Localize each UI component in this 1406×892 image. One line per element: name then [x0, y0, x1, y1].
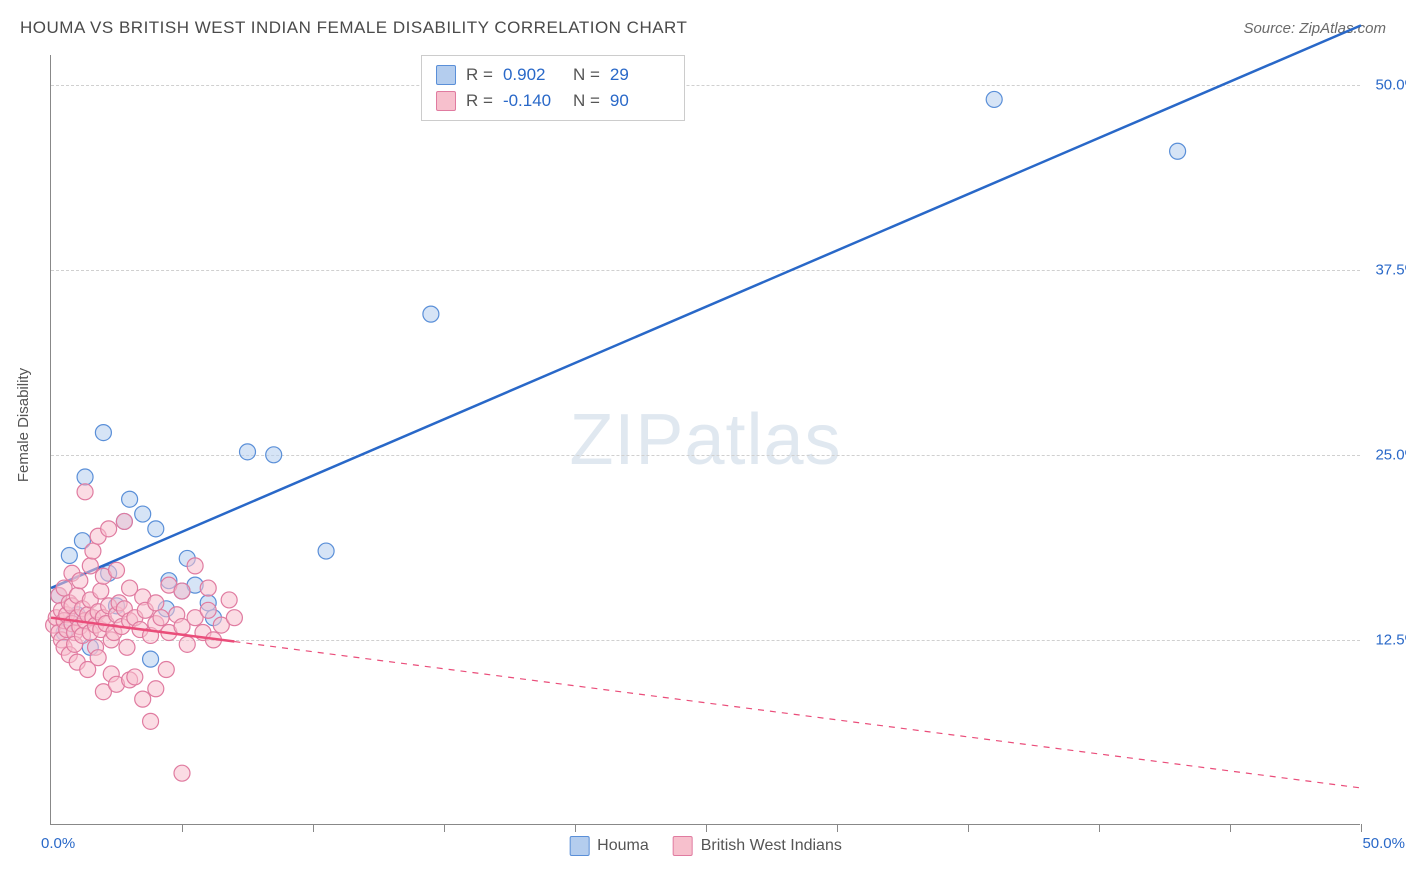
legend-swatch: [436, 91, 456, 111]
legend-n-label: N =: [573, 88, 600, 114]
trend-line-dashed: [234, 642, 1361, 788]
chart-title: HOUMA VS BRITISH WEST INDIAN FEMALE DISA…: [20, 18, 687, 38]
scatter-point: [148, 595, 164, 611]
x-tick: [1361, 824, 1362, 832]
y-tick-label: 37.5%: [1375, 261, 1406, 278]
y-axis-label: Female Disability: [15, 368, 32, 482]
scatter-point: [179, 636, 195, 652]
x-tick: [706, 824, 707, 832]
x-tick: [575, 824, 576, 832]
x-tick: [968, 824, 969, 832]
legend-n-value: 29: [610, 62, 670, 88]
scatter-point: [174, 765, 190, 781]
scatter-point: [101, 521, 117, 537]
scatter-point: [200, 602, 216, 618]
scatter-point: [318, 543, 334, 559]
x-tick: [313, 824, 314, 832]
y-tick-label: 25.0%: [1375, 446, 1406, 463]
scatter-point: [93, 583, 109, 599]
legend-r-label: R =: [466, 88, 493, 114]
x-tick: [182, 824, 183, 832]
x-tick: [837, 824, 838, 832]
scatter-point: [135, 691, 151, 707]
scatter-point: [158, 662, 174, 678]
legend-r-label: R =: [466, 62, 493, 88]
chart-svg-layer: [51, 55, 1360, 824]
scatter-point: [423, 306, 439, 322]
legend-correlation-row: R = 0.902 N = 29: [436, 62, 670, 88]
scatter-point: [109, 562, 125, 578]
scatter-point: [95, 425, 111, 441]
scatter-point: [85, 543, 101, 559]
scatter-point: [148, 521, 164, 537]
scatter-point: [119, 639, 135, 655]
x-axis-max-label: 50.0%: [1362, 835, 1405, 852]
scatter-point: [153, 610, 169, 626]
scatter-point: [77, 484, 93, 500]
chart-plot-area: ZIPatlas R =0.902N =29R =-0.140N =90 12.…: [50, 55, 1360, 825]
legend-series-label: Houma: [597, 837, 649, 855]
legend-r-value: -0.140: [503, 88, 563, 114]
y-tick-label: 12.5%: [1375, 631, 1406, 648]
legend-n-label: N =: [573, 62, 600, 88]
legend-n-value: 90: [610, 88, 670, 114]
scatter-point: [226, 610, 242, 626]
x-tick: [1230, 824, 1231, 832]
scatter-point: [77, 469, 93, 485]
x-tick: [1099, 824, 1100, 832]
scatter-point: [1170, 143, 1186, 159]
scatter-point: [187, 558, 203, 574]
x-axis-origin-label: 0.0%: [41, 835, 75, 852]
legend-swatch: [436, 65, 456, 85]
legend-series-label: British West Indians: [701, 837, 842, 855]
legend-swatch: [569, 836, 589, 856]
scatter-point: [127, 669, 143, 685]
scatter-point: [240, 444, 256, 460]
scatter-point: [174, 583, 190, 599]
legend-swatch: [673, 836, 693, 856]
source-label: Source: ZipAtlas.com: [1243, 20, 1386, 37]
legend-correlation-row: R = -0.140 N = 90: [436, 88, 670, 114]
scatter-point: [135, 506, 151, 522]
scatter-point: [61, 548, 77, 564]
legend-series: Houma British West Indians: [569, 836, 842, 856]
scatter-point: [221, 592, 237, 608]
y-tick-label: 50.0%: [1375, 76, 1406, 93]
scatter-point: [148, 681, 164, 697]
scatter-point: [986, 91, 1002, 107]
scatter-point: [143, 651, 159, 667]
scatter-point: [122, 491, 138, 507]
x-tick: [444, 824, 445, 832]
legend-r-value: 0.902: [503, 62, 563, 88]
scatter-point: [200, 580, 216, 596]
trend-line-solid: [51, 25, 1361, 588]
scatter-point: [143, 713, 159, 729]
scatter-point: [90, 650, 106, 666]
scatter-point: [82, 558, 98, 574]
scatter-point: [116, 513, 132, 529]
scatter-point: [72, 573, 88, 589]
scatter-point: [266, 447, 282, 463]
legend-series-item: Houma: [569, 836, 649, 856]
legend-series-item: British West Indians: [673, 836, 842, 856]
legend-correlation-box: R = 0.902 N = 29 R = -0.140 N = 90: [421, 55, 685, 121]
